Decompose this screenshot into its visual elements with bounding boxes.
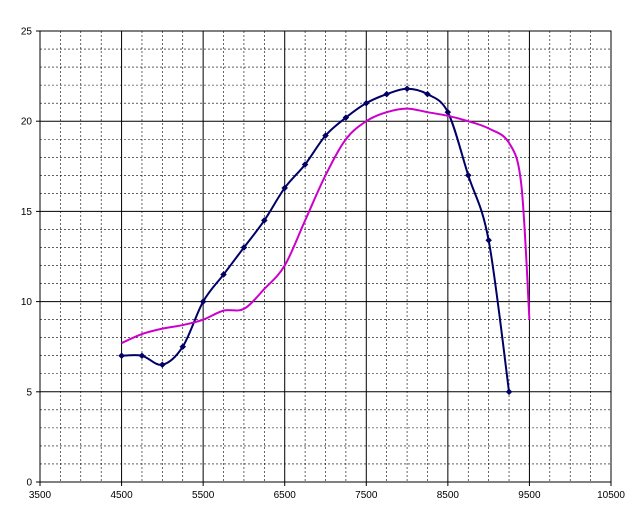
data-point-1	[281, 184, 289, 192]
x-tick-label: 6500	[274, 490, 297, 501]
data-point-1	[383, 90, 391, 98]
data-point-1	[342, 114, 350, 121]
data-point-1	[362, 99, 370, 107]
data-point-1	[179, 343, 187, 351]
x-tick-label: 4500	[110, 490, 133, 501]
y-tick-label: 15	[21, 207, 33, 218]
y-tick-label: 0	[26, 478, 32, 489]
data-point-1	[322, 132, 329, 139]
x-tick-label: 7500	[355, 490, 378, 501]
data-point-1	[118, 352, 125, 360]
series-line-2	[121, 107, 531, 345]
data-point-1	[260, 217, 268, 224]
y-tick-label: 25	[21, 27, 33, 38]
x-tick-label: 10500	[597, 490, 625, 501]
data-point-1	[301, 161, 309, 168]
plot-frame	[39, 30, 612, 483]
data-point-1	[159, 361, 166, 369]
series-layer	[118, 85, 531, 396]
data-point-1	[240, 244, 248, 251]
data-point-1	[199, 298, 207, 305]
x-tick-label: 9500	[518, 490, 541, 501]
data-point-1	[424, 90, 431, 98]
x-tick-label: 3500	[29, 490, 52, 501]
data-point-1	[220, 271, 227, 278]
data-point-1	[464, 171, 472, 179]
y-tick-label: 10	[21, 297, 33, 308]
y-tick-label: 5	[26, 387, 32, 398]
series-line-1	[121, 87, 511, 392]
data-point-1	[505, 388, 513, 396]
data-point-1	[138, 352, 146, 360]
axes	[36, 30, 612, 486]
tick-labels: 3500 4500 5500 6500 7500 8500 9500 10500 0 5 10 15 2…	[21, 27, 625, 502]
data-point-1	[403, 85, 411, 93]
data-point-1	[485, 236, 492, 244]
x-tick-label: 8500	[437, 490, 460, 501]
y-tick-label: 20	[21, 117, 33, 128]
x-tick-label: 5500	[192, 490, 215, 501]
